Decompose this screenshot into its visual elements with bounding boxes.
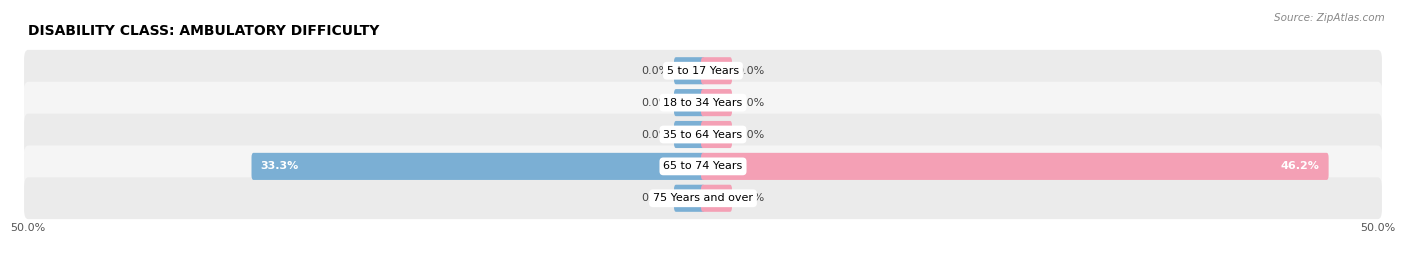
Text: 0.0%: 0.0% <box>641 193 669 203</box>
FancyBboxPatch shape <box>24 50 1382 92</box>
Text: 0.0%: 0.0% <box>737 66 765 76</box>
FancyBboxPatch shape <box>252 153 704 180</box>
FancyBboxPatch shape <box>24 177 1382 219</box>
FancyBboxPatch shape <box>702 57 733 84</box>
FancyBboxPatch shape <box>673 121 704 148</box>
Text: 18 to 34 Years: 18 to 34 Years <box>664 98 742 108</box>
Text: 46.2%: 46.2% <box>1281 161 1320 171</box>
Text: 0.0%: 0.0% <box>641 66 669 76</box>
Text: Source: ZipAtlas.com: Source: ZipAtlas.com <box>1274 13 1385 23</box>
Text: DISABILITY CLASS: AMBULATORY DIFFICULTY: DISABILITY CLASS: AMBULATORY DIFFICULTY <box>28 23 380 38</box>
FancyBboxPatch shape <box>673 89 704 116</box>
Text: 75 Years and over: 75 Years and over <box>652 193 754 203</box>
FancyBboxPatch shape <box>702 121 733 148</box>
FancyBboxPatch shape <box>673 185 704 212</box>
Text: 0.0%: 0.0% <box>737 129 765 140</box>
Text: 5 to 17 Years: 5 to 17 Years <box>666 66 740 76</box>
FancyBboxPatch shape <box>702 185 733 212</box>
FancyBboxPatch shape <box>24 146 1382 187</box>
FancyBboxPatch shape <box>24 82 1382 123</box>
FancyBboxPatch shape <box>702 153 1329 180</box>
FancyBboxPatch shape <box>702 89 733 116</box>
FancyBboxPatch shape <box>24 114 1382 155</box>
Text: 35 to 64 Years: 35 to 64 Years <box>664 129 742 140</box>
Text: 0.0%: 0.0% <box>641 98 669 108</box>
Text: 65 to 74 Years: 65 to 74 Years <box>664 161 742 171</box>
Text: 0.0%: 0.0% <box>737 193 765 203</box>
Text: 33.3%: 33.3% <box>260 161 298 171</box>
Text: 0.0%: 0.0% <box>641 129 669 140</box>
FancyBboxPatch shape <box>673 57 704 84</box>
Text: 0.0%: 0.0% <box>737 98 765 108</box>
